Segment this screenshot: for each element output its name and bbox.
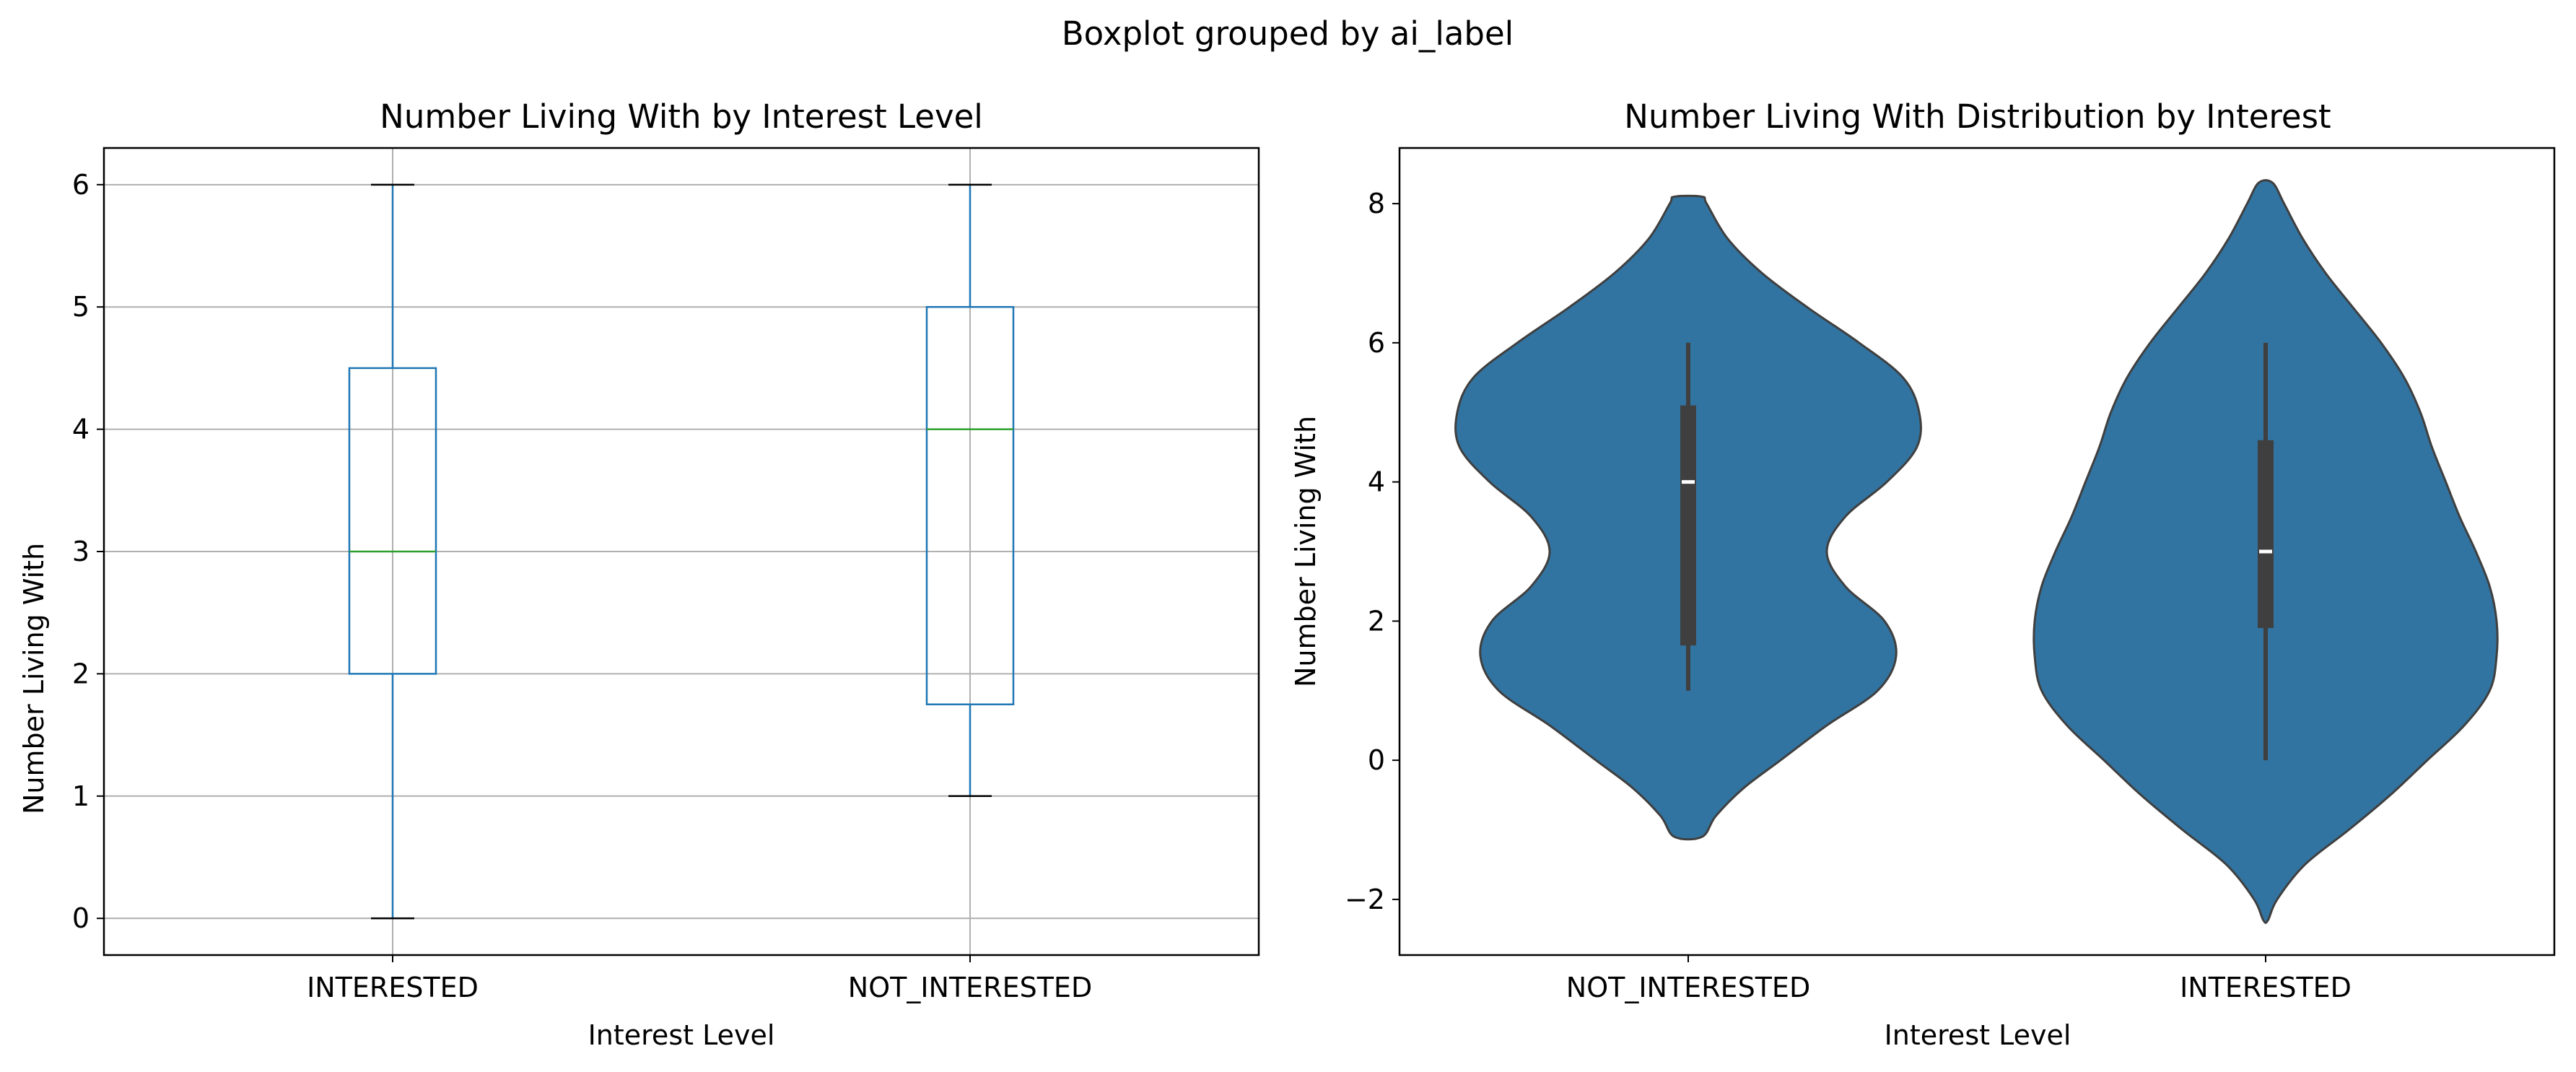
boxplot-axes-frame [102,147,1260,956]
boxplot-marks [348,183,1015,920]
violin-x-ticks: NOT_INTERESTED INTERESTED [1566,955,2352,1003]
violin-y-tick-label: 2 [1368,605,1385,637]
violin-y-tick-label: 0 [1368,744,1385,776]
boxplot-x-tick-label: INTERESTED [307,972,479,1003]
violin-title: Number Living With Distribution by Inter… [1624,97,2331,136]
boxplot-y-tick-label: 1 [72,780,89,812]
violin-x-tick-label: INTERESTED [2180,972,2352,1003]
boxplot-x-ticks: INTERESTED NOT_INTERESTED [307,955,1092,1003]
boxplot-y-tick-label: 2 [72,658,89,689]
boxplot-y-tick-label: 5 [72,291,89,323]
boxplot-title: Number Living With by Interest Level [380,97,983,136]
violin-x-tick-label: NOT_INTERESTED [1566,972,1810,1003]
violin-iqr-box [1680,405,1696,646]
violin-y-ticks: −2 0 2 4 6 8 [1345,188,1400,915]
violin-y-tick-label: 8 [1368,188,1385,219]
boxplot-box [925,305,1015,705]
violin-y-axis-label: Number Living With [1290,416,1322,687]
violin-x-axis-label: Interest Level [1885,1019,2071,1051]
boxplot-y-axis-label: Number Living With [18,543,50,814]
violin-y-tick-label: 6 [1368,327,1385,359]
boxplot-y-tick-label: 4 [72,414,89,445]
boxplot-y-ticks: 0 1 2 3 4 5 6 [72,169,104,934]
violin-y-tick-label: 4 [1368,466,1385,498]
violin-iqr-box [2258,440,2274,629]
violin-axes-frame [1398,147,2556,956]
boxplot-box [348,367,437,675]
boxplot-chart: Number Living With by Interest Level Int… [18,97,1260,1051]
figure-suptitle: Boxplot grouped by ai_label [1062,14,1514,53]
boxplot-x-tick-label: NOT_INTERESTED [848,972,1092,1003]
boxplot-y-tick-label: 0 [72,902,89,934]
violin-marks [1454,179,2499,924]
boxplot-y-tick-label: 6 [72,169,89,201]
violin-chart: Number Living With Distribution by Inter… [1290,97,2556,1051]
boxplot-x-axis-label: Interest Level [588,1019,775,1051]
boxplot-y-tick-label: 3 [72,536,89,567]
violin-y-tick-label: −2 [1345,884,1385,915]
